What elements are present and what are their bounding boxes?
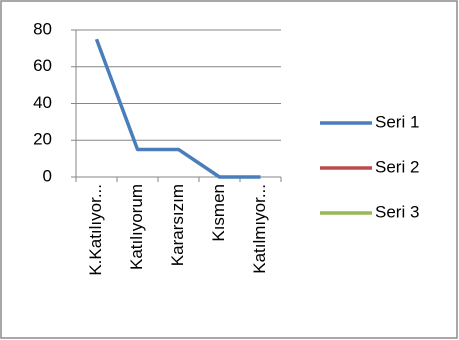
y-tick-label: 40	[33, 93, 52, 112]
y-tick-label: 20	[33, 130, 52, 149]
legend-label: Seri 2	[375, 157, 419, 176]
legend-label: Seri 3	[375, 202, 419, 221]
x-tick-label: Katılıyorum	[127, 184, 146, 270]
y-tick-label: 0	[43, 166, 52, 185]
y-tick-label: 60	[33, 56, 52, 75]
legend-label: Seri 1	[375, 112, 419, 131]
x-tick-label: Katılmıyor...	[250, 184, 269, 274]
y-tick-label: 80	[33, 19, 52, 38]
x-tick-label: K.Katılıyor...	[86, 184, 105, 276]
series-line	[94, 38, 261, 179]
x-tick-label: Kararsızım	[168, 184, 187, 266]
x-tick-label: Kısmen	[209, 184, 228, 242]
